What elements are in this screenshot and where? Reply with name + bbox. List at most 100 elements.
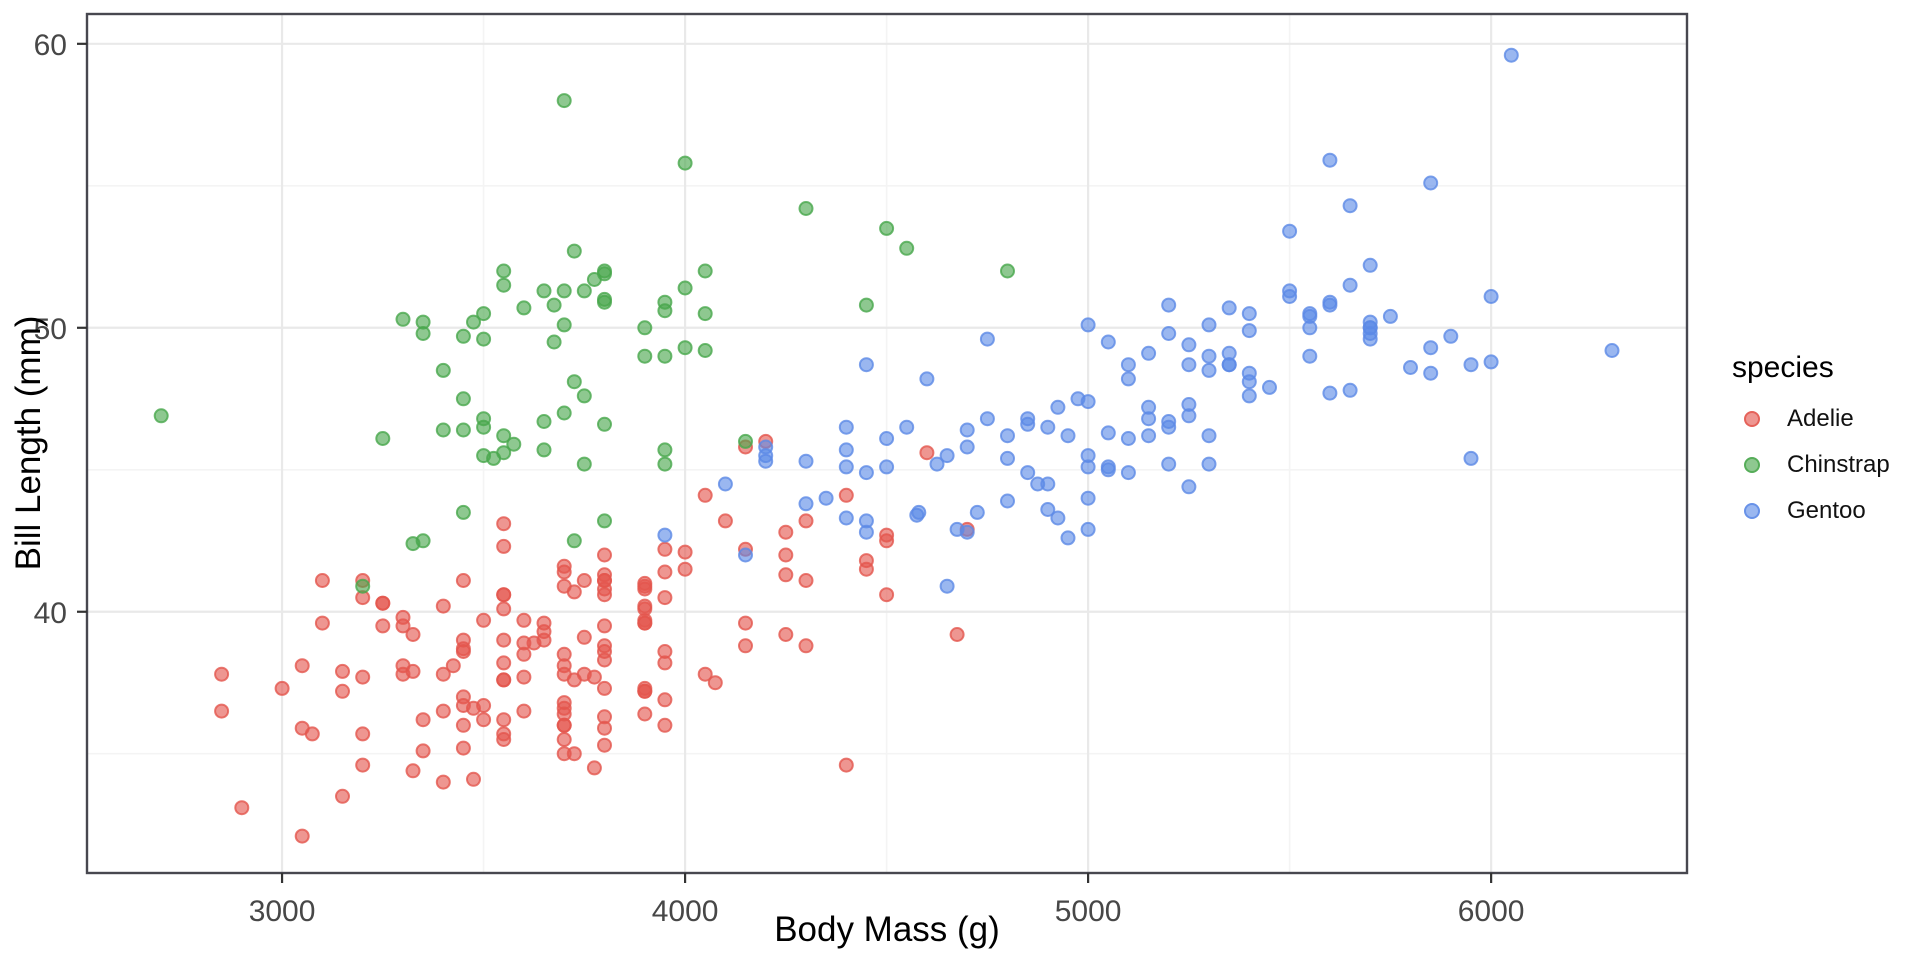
data-point-gentoo bbox=[1483, 289, 1499, 304]
data-point-gentoo bbox=[1161, 419, 1177, 435]
data-point-chinstrap bbox=[657, 456, 673, 472]
data-point-adelie bbox=[335, 788, 350, 804]
data-point-adelie bbox=[637, 601, 653, 617]
data-point-chinstrap bbox=[637, 348, 653, 364]
data-point-gentoo bbox=[1161, 297, 1177, 313]
data-point-adelie bbox=[556, 732, 572, 747]
data-point-adelie bbox=[516, 703, 532, 719]
data-point-chinstrap bbox=[496, 428, 512, 444]
data-point-adelie bbox=[496, 726, 512, 742]
data-point-chinstrap bbox=[476, 306, 492, 322]
data-point-adelie bbox=[496, 712, 512, 728]
data-point-adelie bbox=[556, 717, 572, 733]
legend-dot-adelie bbox=[1744, 411, 1760, 427]
data-point-adelie bbox=[335, 663, 350, 679]
data-point-gentoo bbox=[1161, 456, 1177, 472]
data-point-gentoo bbox=[818, 490, 834, 506]
data-point-gentoo bbox=[1080, 317, 1096, 333]
data-point-chinstrap bbox=[657, 442, 673, 458]
data-point-chinstrap bbox=[879, 220, 895, 236]
data-point-chinstrap bbox=[455, 422, 471, 438]
data-point-gentoo bbox=[1000, 428, 1015, 444]
data-point-gentoo bbox=[929, 456, 945, 472]
data-point-gentoo bbox=[1201, 428, 1217, 444]
data-point-gentoo bbox=[1604, 343, 1620, 358]
data-point-gentoo bbox=[1120, 465, 1136, 481]
data-point-adelie bbox=[597, 638, 612, 654]
y-tick-label: 40 bbox=[34, 597, 67, 630]
data-point-chinstrap bbox=[395, 311, 411, 327]
data-point-gentoo bbox=[1020, 465, 1036, 481]
data-point-adelie bbox=[657, 644, 673, 659]
data-point-adelie bbox=[455, 689, 471, 705]
data-point-adelie bbox=[778, 567, 794, 583]
data-point-gentoo bbox=[1322, 294, 1338, 310]
data-point-adelie bbox=[556, 695, 572, 711]
data-point-adelie bbox=[657, 717, 673, 733]
data-point-adelie bbox=[738, 615, 753, 631]
data-point-gentoo bbox=[1282, 289, 1298, 304]
data-point-chinstrap bbox=[597, 266, 612, 282]
data-point-adelie bbox=[455, 573, 471, 588]
data-point-chinstrap bbox=[496, 445, 512, 461]
data-point-adelie bbox=[556, 558, 572, 574]
data-point-gentoo bbox=[1423, 365, 1439, 381]
data-point-adelie bbox=[597, 587, 612, 603]
data-point-gentoo bbox=[1302, 308, 1318, 324]
data-point-chinstrap bbox=[476, 448, 492, 464]
data-point-adelie bbox=[657, 590, 673, 606]
data-point-adelie bbox=[637, 575, 653, 591]
data-point-gentoo bbox=[1201, 456, 1217, 472]
data-point-gentoo bbox=[717, 476, 733, 492]
data-point-adelie bbox=[798, 513, 814, 529]
data-point-adelie bbox=[516, 669, 532, 685]
data-point-gentoo bbox=[1141, 345, 1157, 361]
data-point-adelie bbox=[637, 680, 653, 696]
y-tick-label: 60 bbox=[34, 29, 67, 62]
data-point-adelie bbox=[466, 700, 481, 716]
data-point-gentoo bbox=[1241, 374, 1257, 390]
data-point-adelie bbox=[597, 547, 612, 563]
data-point-gentoo bbox=[979, 411, 995, 427]
data-point-gentoo bbox=[1020, 411, 1036, 427]
data-point-gentoo bbox=[1201, 348, 1217, 364]
data-point-chinstrap bbox=[355, 578, 371, 594]
data-point-gentoo bbox=[959, 439, 975, 455]
data-point-adelie bbox=[496, 632, 512, 648]
data-point-chinstrap bbox=[476, 331, 492, 347]
data-point-adelie bbox=[395, 658, 411, 674]
data-point-gentoo bbox=[1322, 385, 1338, 401]
data-point-chinstrap bbox=[1000, 263, 1015, 279]
data-point-adelie bbox=[536, 632, 552, 648]
data-point-gentoo bbox=[939, 448, 955, 464]
data-point-adelie bbox=[496, 516, 512, 532]
legend-dot-chinstrap bbox=[1744, 457, 1760, 473]
data-point-chinstrap bbox=[899, 240, 915, 256]
data-point-adelie bbox=[566, 584, 582, 600]
data-point-adelie bbox=[455, 740, 471, 756]
data-point-gentoo bbox=[1181, 408, 1197, 424]
data-point-gentoo bbox=[1080, 490, 1096, 506]
data-point-gentoo bbox=[939, 578, 955, 594]
data-point-adelie bbox=[435, 598, 451, 614]
data-point-gentoo bbox=[1060, 428, 1076, 444]
data-point-adelie bbox=[556, 646, 572, 662]
x-tick-label: 3000 bbox=[249, 895, 316, 928]
data-point-gentoo bbox=[879, 459, 895, 475]
data-point-chinstrap bbox=[637, 320, 653, 336]
data-point-adelie bbox=[919, 445, 935, 461]
data-point-gentoo bbox=[1040, 476, 1056, 492]
data-point-chinstrap bbox=[597, 513, 612, 529]
data-point-gentoo bbox=[1141, 428, 1157, 444]
data-point-chinstrap bbox=[496, 277, 512, 293]
data-point-gentoo bbox=[758, 453, 774, 469]
data-point-gentoo bbox=[838, 459, 854, 475]
data-point-chinstrap bbox=[566, 243, 582, 259]
legend-dot-gentoo bbox=[1744, 503, 1760, 519]
data-point-adelie bbox=[355, 669, 371, 685]
data-point-chinstrap bbox=[576, 388, 592, 404]
data-point-gentoo bbox=[969, 504, 985, 520]
data-point-gentoo bbox=[1241, 323, 1257, 339]
data-point-gentoo bbox=[858, 357, 874, 373]
